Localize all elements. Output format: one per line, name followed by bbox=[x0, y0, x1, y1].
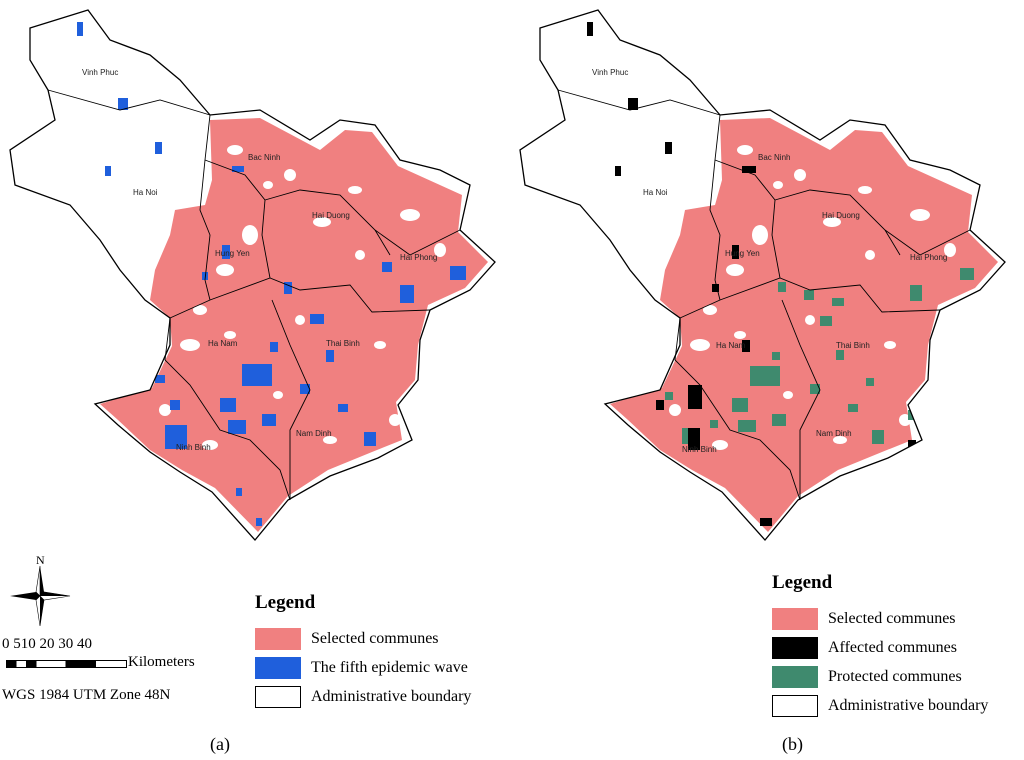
province-label-vinh-phuc: Vinh Phuc bbox=[82, 68, 118, 77]
legend-item-protected: Protected communes bbox=[772, 662, 988, 691]
province-label-hai-duong: Hai Duong bbox=[822, 211, 860, 220]
panel-label-a: (a) bbox=[210, 734, 230, 754]
legend-item-selected: Selected communes bbox=[255, 624, 471, 653]
province-label-ha-nam: Ha Nam bbox=[208, 339, 238, 348]
north-arrow-icon: N bbox=[10, 553, 71, 627]
province-label-hai-phong: Hai Phong bbox=[400, 253, 437, 262]
province-label-hai-phong: Hai Phong bbox=[910, 253, 947, 262]
province-label-hai-duong: Hai Duong bbox=[312, 211, 350, 220]
province-label-ha-nam: Ha Nam bbox=[716, 341, 746, 350]
province-label-hung-yen: Hung Yen bbox=[215, 249, 250, 258]
panel-label-b: (b) bbox=[782, 734, 803, 754]
swatch-selected bbox=[255, 627, 301, 650]
legend-item-selected: Selected communes bbox=[772, 604, 988, 633]
legend-item-boundary: Administrative boundary bbox=[255, 682, 471, 711]
province-label-ha-noi: Ha Noi bbox=[133, 188, 158, 197]
svg-text:N: N bbox=[36, 553, 45, 567]
swatch-boundary bbox=[255, 685, 301, 708]
selected-region bbox=[610, 118, 998, 532]
swatch-protected bbox=[772, 665, 818, 688]
legend-item-boundary: Administrative boundary bbox=[772, 691, 988, 720]
legend-title: Legend bbox=[772, 572, 833, 593]
swatch-fifth-wave bbox=[255, 656, 301, 679]
swatch-selected bbox=[772, 607, 818, 630]
province-label-ha-noi: Ha Noi bbox=[643, 188, 668, 197]
province-label-thai-binh: Thai Binh bbox=[326, 339, 360, 348]
swatch-boundary bbox=[772, 694, 818, 717]
scale-bar-ticks: 0 510 20 30 40 bbox=[2, 636, 92, 652]
province-label-bac-ninh: Bac Ninh bbox=[248, 153, 280, 162]
legend-title: Legend bbox=[255, 592, 316, 613]
scale-bar bbox=[6, 660, 127, 668]
legend-item-fifth-wave: The fifth epidemic wave bbox=[255, 653, 471, 682]
legend-panel-b: Legend Selected communes Affected commun… bbox=[772, 572, 988, 720]
selected-region bbox=[100, 118, 488, 532]
province-label-ninh-binh: Ninh Binh bbox=[682, 445, 717, 454]
map-panel-b: Vinh Phuc Bac Ninh Ha Noi Hai Duong Hung… bbox=[510, 0, 1022, 545]
projection-label: WGS 1984 UTM Zone 48N bbox=[2, 687, 171, 703]
province-label-hung-yen: Hung Yen bbox=[725, 249, 760, 258]
province-label-nam-dinh: Nam Dinh bbox=[296, 429, 332, 438]
province-label-ninh-binh: Ninh Binh bbox=[176, 443, 211, 452]
swatch-affected bbox=[772, 636, 818, 659]
province-label-vinh-phuc: Vinh Phuc bbox=[592, 68, 628, 77]
legend-item-affected: Affected communes bbox=[772, 633, 988, 662]
province-label-nam-dinh: Nam Dinh bbox=[816, 429, 852, 438]
legend-panel-a: Legend Selected communes The fifth epide… bbox=[255, 592, 471, 711]
province-label-thai-binh: Thai Binh bbox=[836, 341, 870, 350]
scale-bar-unit: Kilometers bbox=[128, 654, 195, 670]
map-panel-a: Vinh Phuc Bac Ninh Ha Noi Hai Duong Hung… bbox=[0, 0, 512, 545]
province-label-bac-ninh: Bac Ninh bbox=[758, 153, 790, 162]
